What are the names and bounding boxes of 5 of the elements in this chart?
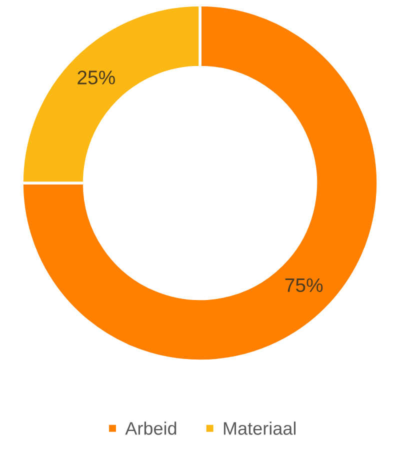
data-label: 25%	[78, 70, 115, 84]
legend-label: Arbeid	[125, 422, 176, 435]
data-label: 75%	[285, 278, 323, 292]
donut-slice	[20, 4, 380, 362]
legend-label: Materiaal	[224, 422, 296, 435]
